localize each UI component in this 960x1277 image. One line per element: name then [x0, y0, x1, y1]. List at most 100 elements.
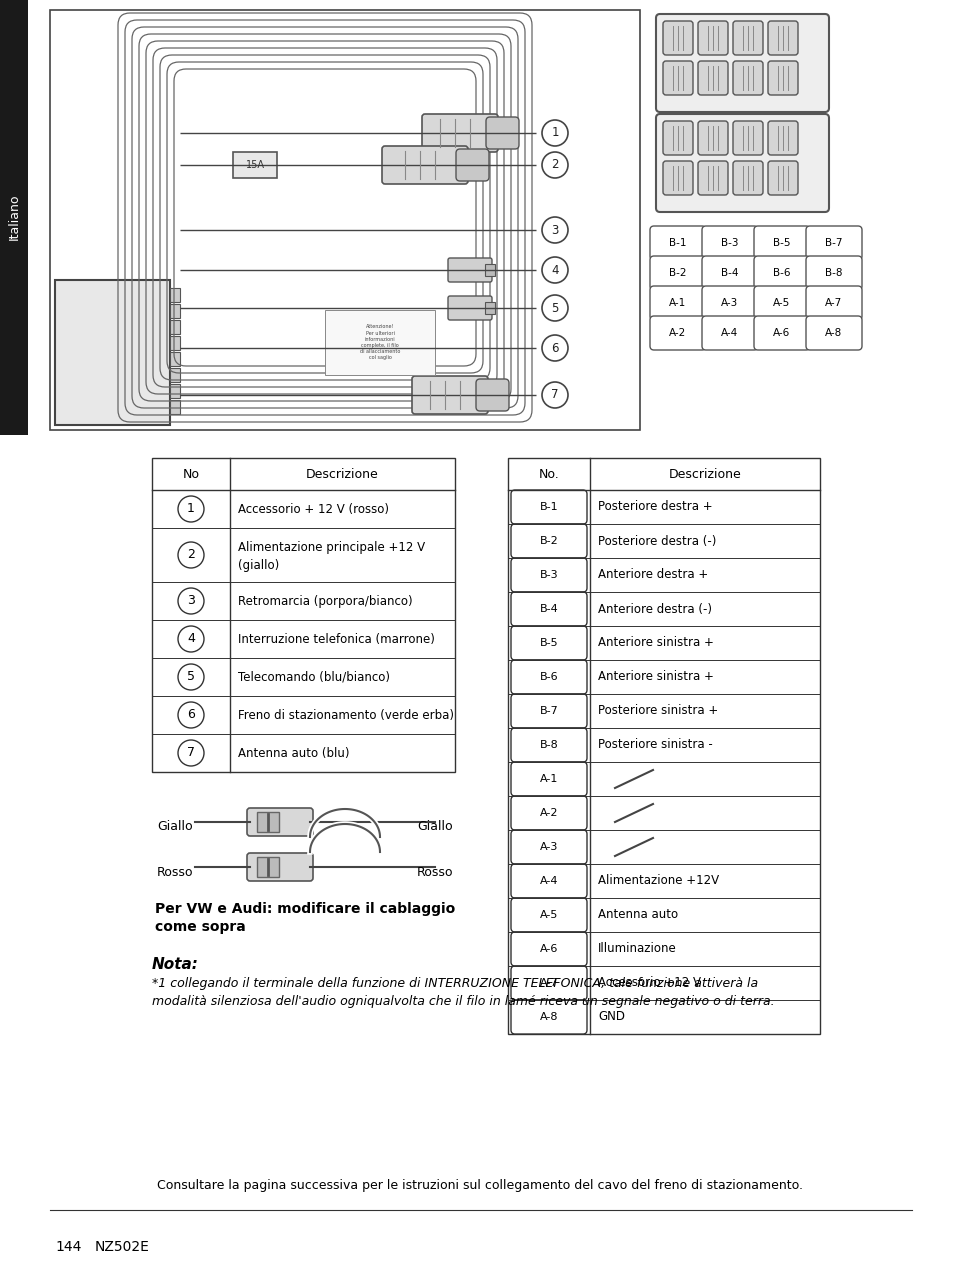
FancyBboxPatch shape [754, 286, 810, 321]
Text: GND: GND [598, 1010, 625, 1023]
Text: A-8: A-8 [540, 1011, 559, 1022]
Text: Accessorio +12 V: Accessorio +12 V [598, 977, 701, 990]
Bar [152, 458, 455, 773]
Text: Posteriore sinistra -: Posteriore sinistra - [598, 738, 712, 751]
FancyBboxPatch shape [448, 258, 492, 282]
Text: B-5: B-5 [540, 638, 559, 647]
FancyBboxPatch shape [733, 20, 763, 55]
Text: Consultare la pagina successiva per le istruzioni sul collegamento del cavo del : Consultare la pagina successiva per le i… [157, 1179, 803, 1191]
Text: Antenna auto: Antenna auto [598, 908, 678, 922]
Text: Accessorio + 12 V (rosso): Accessorio + 12 V (rosso) [238, 503, 389, 516]
FancyBboxPatch shape [733, 161, 763, 195]
Text: Anteriore destra (-): Anteriore destra (-) [598, 603, 712, 616]
Text: 5: 5 [551, 301, 559, 314]
Text: A-7: A-7 [826, 298, 843, 308]
FancyBboxPatch shape [806, 255, 862, 290]
Text: B-4: B-4 [721, 268, 739, 278]
FancyBboxPatch shape [663, 61, 693, 94]
FancyBboxPatch shape [247, 808, 313, 836]
Text: 4: 4 [187, 632, 195, 645]
Text: B-2: B-2 [669, 268, 686, 278]
Text: Rosso: Rosso [417, 866, 453, 879]
Text: 4: 4 [551, 263, 559, 277]
Text: A-3: A-3 [540, 842, 558, 852]
FancyBboxPatch shape [650, 286, 706, 321]
FancyBboxPatch shape [382, 146, 468, 184]
Bar [55, 280, 170, 425]
FancyBboxPatch shape [663, 121, 693, 155]
Text: 3: 3 [187, 595, 195, 608]
FancyBboxPatch shape [511, 965, 587, 1000]
FancyBboxPatch shape [511, 932, 587, 965]
FancyBboxPatch shape [702, 315, 758, 350]
FancyBboxPatch shape [702, 286, 758, 321]
FancyBboxPatch shape [698, 61, 728, 94]
Text: Giallo: Giallo [157, 821, 193, 834]
FancyBboxPatch shape [486, 117, 519, 149]
Text: B-5: B-5 [773, 238, 791, 248]
Text: No: No [182, 467, 200, 480]
FancyBboxPatch shape [511, 660, 587, 693]
Text: NZ502E: NZ502E [95, 1240, 150, 1254]
FancyBboxPatch shape [650, 226, 706, 261]
Text: 7: 7 [187, 747, 195, 760]
Text: Italiano: Italiano [8, 194, 20, 240]
Text: Posteriore destra +: Posteriore destra + [598, 501, 712, 513]
Text: B-7: B-7 [826, 238, 843, 248]
Bar [233, 152, 277, 178]
Text: Freno di stazionamento (verde erba): Freno di stazionamento (verde erba) [238, 709, 454, 722]
FancyBboxPatch shape [702, 255, 758, 290]
Bar [170, 336, 180, 350]
Text: 15A: 15A [246, 160, 265, 170]
Text: Illuminazione: Illuminazione [598, 942, 677, 955]
Text: Anteriore sinistra +: Anteriore sinistra + [598, 636, 714, 650]
Text: A-1: A-1 [540, 774, 558, 784]
Text: Retromarcia (porpora/bianco): Retromarcia (porpora/bianco) [238, 595, 413, 608]
FancyBboxPatch shape [733, 121, 763, 155]
Text: A-2: A-2 [669, 328, 686, 338]
Text: Giallo: Giallo [418, 821, 453, 834]
FancyBboxPatch shape [754, 255, 810, 290]
FancyBboxPatch shape [257, 857, 279, 877]
Text: A-4: A-4 [540, 876, 559, 886]
Text: B-2: B-2 [540, 536, 559, 547]
Bar [170, 321, 180, 335]
Bar [170, 368, 180, 382]
FancyBboxPatch shape [511, 626, 587, 660]
Text: 2: 2 [551, 158, 559, 171]
FancyBboxPatch shape [511, 865, 587, 898]
FancyBboxPatch shape [412, 375, 488, 414]
Text: Alimentazione principale +12 V: Alimentazione principale +12 V [238, 540, 425, 553]
Text: Anteriore destra +: Anteriore destra + [598, 568, 708, 581]
FancyBboxPatch shape [511, 524, 587, 558]
Text: Posteriore sinistra +: Posteriore sinistra + [598, 705, 718, 718]
Text: A-2: A-2 [540, 808, 559, 819]
Text: B-4: B-4 [540, 604, 559, 614]
Bar [170, 400, 180, 414]
Text: B-3: B-3 [540, 570, 559, 580]
FancyBboxPatch shape [511, 693, 587, 728]
Bar [508, 458, 820, 1034]
FancyBboxPatch shape [656, 114, 829, 212]
Text: Posteriore destra (-): Posteriore destra (-) [598, 535, 716, 548]
Text: B-8: B-8 [826, 268, 843, 278]
Text: Anteriore sinistra +: Anteriore sinistra + [598, 670, 714, 683]
FancyBboxPatch shape [768, 20, 798, 55]
FancyBboxPatch shape [456, 149, 489, 181]
FancyBboxPatch shape [511, 1000, 587, 1034]
FancyBboxPatch shape [806, 226, 862, 261]
FancyBboxPatch shape [511, 762, 587, 796]
Text: A-5: A-5 [774, 298, 791, 308]
Bar [485, 264, 495, 276]
Text: *1 collegando il terminale della funzione di INTERRUZIONE TELEFONICA, tale funzi: *1 collegando il terminale della funzion… [152, 977, 758, 990]
Text: A-7: A-7 [540, 978, 559, 988]
Bar [325, 310, 435, 375]
Text: A-3: A-3 [721, 298, 738, 308]
FancyBboxPatch shape [698, 121, 728, 155]
Text: Antenna auto (blu): Antenna auto (blu) [238, 747, 349, 760]
FancyBboxPatch shape [476, 379, 509, 411]
Text: Descrizione: Descrizione [306, 467, 379, 480]
FancyBboxPatch shape [702, 226, 758, 261]
Text: Telecomando (blu/bianco): Telecomando (blu/bianco) [238, 670, 390, 683]
Bar [170, 352, 180, 366]
